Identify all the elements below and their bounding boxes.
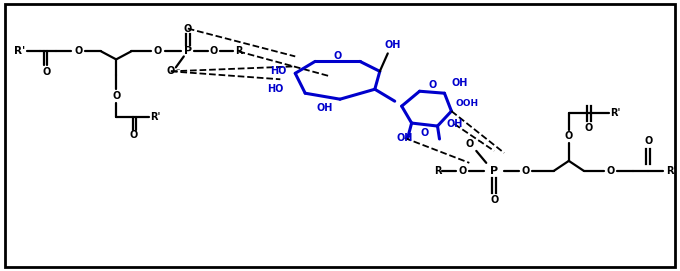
Text: O: O [428,80,437,90]
Text: HO: HO [267,84,284,94]
Text: O: O [644,136,653,146]
Text: O: O [112,91,120,101]
Text: R': R' [150,112,160,122]
Text: OH: OH [385,40,401,50]
Text: OH: OH [446,119,462,129]
Text: O: O [607,166,615,176]
Text: O: O [154,46,162,56]
Text: O: O [209,46,218,56]
Text: O: O [420,128,428,138]
Text: O: O [458,166,466,176]
Text: P: P [490,166,498,176]
Text: OOH: OOH [456,99,479,108]
Text: O: O [130,130,138,140]
Text: O: O [465,139,473,149]
Text: O: O [74,46,82,56]
Text: O: O [585,123,593,133]
Text: O: O [184,24,192,34]
Text: O: O [522,166,530,176]
Text: HO: HO [270,66,286,76]
Text: R: R [434,166,441,176]
Text: O: O [334,51,342,62]
Text: O: O [167,66,175,76]
Text: ⁻: ⁻ [477,138,481,147]
Text: O: O [42,67,50,77]
Text: R': R' [14,46,25,56]
Text: R': R' [666,166,677,176]
Text: OH: OH [452,78,468,88]
Text: O: O [490,195,498,205]
Text: ⁻: ⁻ [175,66,180,75]
Text: O: O [564,131,573,141]
Text: R': R' [611,108,621,118]
Text: R: R [235,46,242,56]
Text: P: P [184,46,192,56]
Text: OH: OH [317,103,333,113]
Text: OH: OH [396,133,413,143]
